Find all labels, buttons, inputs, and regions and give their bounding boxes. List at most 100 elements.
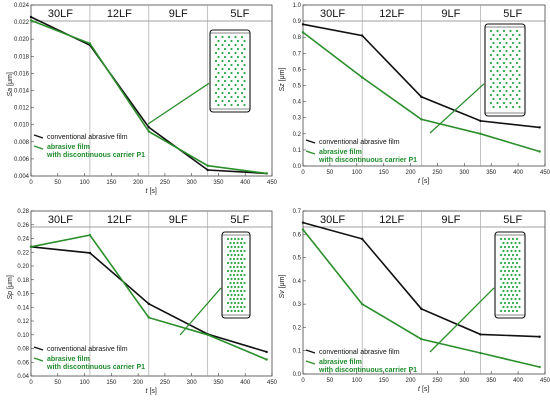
data-point-p1 — [88, 42, 92, 45]
abrasive-dot — [515, 45, 519, 49]
x-axis-label: t [s] — [146, 188, 157, 195]
y-tick-label: 0.16 — [17, 292, 29, 298]
abrasive-dot — [233, 269, 237, 273]
y-tick-label: 0.008 — [14, 140, 30, 146]
abrasive-dot — [492, 73, 495, 77]
abrasive-dot — [511, 293, 515, 297]
y-tick-label: 0.7 — [293, 209, 302, 215]
abrasive-dot — [503, 261, 507, 265]
abrasive-dot — [233, 309, 237, 313]
abrasive-dot — [496, 61, 499, 65]
data-point-p1 — [360, 76, 364, 79]
abrasive-dot — [230, 63, 233, 67]
abrasive-dot — [498, 41, 502, 45]
x-tick-label: 350 — [486, 170, 497, 176]
abrasive-dot — [232, 297, 236, 301]
x-axis-unit: [s] — [149, 388, 156, 395]
abrasive-dot — [237, 301, 240, 305]
abrasive-dot — [518, 265, 521, 269]
abrasive-dot — [505, 81, 508, 85]
abrasive-dot — [230, 301, 233, 305]
abrasive-dot — [489, 69, 493, 73]
x-tick-label: 400 — [513, 378, 524, 384]
abrasive-dot — [514, 257, 517, 261]
abrasive-dot — [507, 253, 511, 257]
abrasive-dot — [498, 33, 502, 37]
abrasive-dot — [492, 105, 495, 109]
y-tick-label: 0.0 — [293, 372, 302, 378]
abrasive-dot — [240, 91, 244, 95]
abrasive-dot — [223, 103, 227, 107]
abrasive-dot — [492, 49, 495, 53]
stage-label: 9LF — [441, 214, 460, 226]
y-tick-label: 0.2 — [293, 132, 302, 138]
abrasive-dot — [511, 97, 515, 101]
data-point-conventional — [479, 333, 482, 336]
abrasive-dot — [243, 273, 246, 277]
abrasive-dot — [223, 87, 227, 91]
abrasive-dot — [230, 269, 233, 273]
x-axis-label: t [s] — [146, 388, 157, 395]
abrasive-dot — [230, 309, 233, 313]
abrasive-dot — [514, 249, 517, 253]
film-outline — [494, 231, 526, 319]
abrasive-dot — [518, 281, 521, 285]
data-point-conventional — [147, 126, 151, 129]
abrasive-dot — [217, 39, 220, 43]
abrasive-dot — [514, 273, 517, 277]
x-tick-label: 450 — [540, 378, 550, 384]
data-point-conventional — [29, 15, 33, 19]
legend-label-conventional: conventional abrasive film — [47, 134, 128, 141]
abrasive-dot — [243, 63, 246, 67]
abrasive-dot — [503, 285, 507, 289]
abrasive-dot — [514, 305, 517, 309]
data-point-conventional — [538, 126, 541, 129]
abrasive-dot — [236, 103, 240, 107]
x-axis-unit: [s] — [422, 178, 429, 185]
stage-label: 12LF — [379, 8, 404, 20]
abrasive-dot — [506, 241, 509, 245]
stage-label: 9LF — [169, 8, 188, 20]
abrasive-dot — [223, 63, 227, 67]
abrasive-dot — [214, 43, 218, 47]
x-tick-label: 300 — [459, 378, 470, 384]
abrasive-dot — [237, 237, 240, 241]
abrasive-dot — [503, 253, 507, 257]
abrasive-dot — [223, 79, 227, 83]
abrasive-dot — [237, 285, 240, 289]
abrasive-dot — [515, 69, 519, 73]
abrasive-dot — [236, 265, 239, 269]
abrasive-dot — [489, 53, 493, 57]
x-axis-label: t [s] — [418, 386, 429, 393]
abrasive-dot — [502, 265, 505, 269]
abrasive-dot — [243, 79, 246, 83]
x-tick-label: 350 — [213, 180, 224, 186]
abrasive-dot — [506, 289, 509, 293]
abrasive-dot — [236, 289, 239, 293]
abrasive-dot — [518, 273, 521, 277]
data-point-p1 — [265, 172, 268, 175]
abrasive-dot — [496, 85, 499, 89]
abrasive-dot — [503, 277, 507, 281]
data-point-conventional — [360, 237, 364, 241]
x-axis-unit: [s] — [422, 386, 429, 393]
abrasive-dot — [518, 65, 521, 69]
legend-label-conventional: conventional abrasive film — [319, 139, 400, 146]
y-tick-label: 0.22 — [17, 250, 29, 256]
y-tick-label: 0.04 — [17, 374, 29, 380]
abrasive-dot — [502, 37, 506, 41]
abrasive-dot — [511, 253, 515, 257]
abrasive-dot — [510, 305, 513, 309]
abrasive-dot — [230, 39, 233, 43]
abrasive-dot — [502, 101, 506, 105]
x-tick-label: 400 — [513, 170, 524, 176]
stage-label: 5LF — [230, 8, 249, 20]
abrasive-dot — [239, 305, 243, 309]
abrasive-dot — [229, 257, 232, 261]
stage-label: 30LF — [320, 214, 345, 226]
abrasive-dot — [503, 293, 507, 297]
abrasive-dot — [223, 95, 227, 99]
abrasive-dot — [506, 257, 509, 261]
abrasive-dot — [236, 297, 239, 301]
